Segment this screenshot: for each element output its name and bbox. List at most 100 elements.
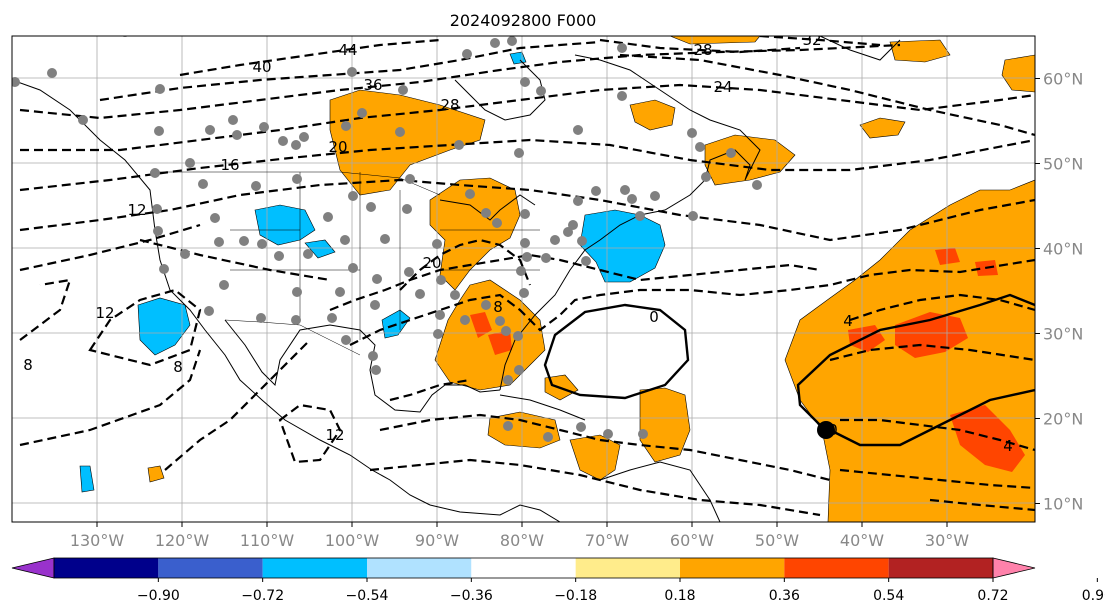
colorbar-segment [680, 558, 785, 578]
lat-tick-label: 60°N [1043, 70, 1083, 89]
colorbar-extend-low [11, 557, 55, 579]
map-panel: 44 40 36 28 32 20 16 12 28 24 12 8 8 12 … [12, 36, 1035, 522]
contour-label-20-south: 20 [422, 254, 441, 272]
colorbar-segment [54, 558, 159, 578]
coast-south-america [599, 461, 721, 522]
anomaly-north-pacific [79, 465, 95, 493]
colorbar-tick-label: −0.72 [241, 588, 284, 604]
anomaly-baja [137, 297, 191, 356]
anomaly-greenland [889, 39, 951, 63]
core-carolina [488, 330, 512, 355]
colorbar-tick-label: 0.72 [977, 588, 1008, 604]
colorbar-tick-label: 0.54 [873, 588, 904, 604]
lon-tick-label: 100°W [325, 531, 380, 550]
anomaly-labrador [629, 99, 676, 131]
contour-label-12-west: 12 [127, 201, 146, 219]
colorbar-segment [888, 558, 993, 578]
colorbar-segment [784, 558, 889, 578]
contour-label-8-west: 8 [23, 356, 33, 374]
lon-tick-label: 120°W [155, 531, 210, 550]
lat-tick-label: 40°N [1043, 240, 1083, 259]
core-azores-b [935, 248, 960, 265]
state-lines [230, 172, 540, 340]
lat-tick-label: 20°N [1043, 410, 1083, 429]
contour-atlantic-high [543, 303, 690, 400]
us-mexico-border [224, 319, 361, 356]
coast-great-lakes [439, 194, 536, 221]
contour-label-40: 40 [252, 58, 271, 76]
colorbar-tick-label: −0.54 [346, 588, 389, 604]
contour-label-28: 28 [440, 96, 459, 114]
contour-label-12-south: 12 [325, 426, 344, 444]
map-title: 2024092800 F000 [450, 11, 597, 30]
colorbar-tick-label: −0.36 [450, 588, 493, 604]
us-canada-border [150, 171, 441, 196]
lon-tick-label: 90°W [415, 531, 459, 550]
anomaly-great-lakes [429, 177, 521, 291]
storm-center-marker [817, 421, 835, 439]
anomaly-newfoundland [704, 134, 796, 186]
contour-label-8-pacific: 8 [173, 358, 183, 376]
contour-label-28-north: 28 [693, 41, 712, 59]
contour-label-8-east: 8 [493, 298, 503, 316]
longitude-tick-labels: 130°W 120°W 110°W 100°W 90°W 80°W 70°W 60°W 50°W… [70, 522, 969, 550]
negative-contours [19, 36, 1035, 517]
contour-label-12-baja: 12 [95, 304, 114, 322]
anomaly-iceland [1001, 54, 1035, 93]
contour-ridge-south [829, 388, 1035, 447]
coast-cuba [499, 394, 586, 421]
contour-label-0-atlantic: 0 [649, 308, 659, 326]
lon-tick-label: 50°W [755, 531, 799, 550]
contour-label-4-east: 4 [1003, 437, 1013, 455]
lat-tick-label: 30°N [1043, 325, 1083, 344]
lat-tick-label: 50°N [1043, 155, 1083, 174]
anomaly-pacific [147, 465, 165, 483]
colorbar-extend-high [992, 557, 1036, 579]
contour-label-4: 4 [843, 312, 853, 330]
core-cape-verde [950, 405, 1025, 472]
contour-label-44: 44 [338, 41, 357, 59]
anomaly-kansas [304, 239, 336, 259]
colorbar: −0.90 −0.72 −0.54 −0.36 −0.18 0.18 0.36 0.54 0.7… [11, 557, 1105, 604]
colorbar-segment [471, 558, 576, 578]
contour-label-16: 16 [220, 156, 239, 174]
core-georgia [470, 312, 492, 338]
colorbar-segment [158, 558, 263, 578]
coast-central-america [429, 504, 561, 522]
lon-tick-label: 60°W [670, 531, 714, 550]
colorbar-tick-label: −0.90 [137, 588, 180, 604]
colorbar-segment [262, 558, 367, 578]
political-boundaries [150, 171, 540, 356]
contour-label-0-east: 0 [828, 421, 838, 439]
coastlines [12, 36, 901, 522]
lon-tick-label: 70°W [585, 531, 629, 550]
anomaly-nova-scotia [579, 209, 666, 283]
coast-greenland [819, 36, 901, 61]
lon-tick-label: 80°W [500, 531, 544, 550]
positive-contours [543, 293, 1035, 447]
observation-markers [12, 36, 762, 442]
colorbar-tick-label: 0.18 [664, 588, 695, 604]
lon-tick-label: 130°W [70, 531, 125, 550]
contour-label-24: 24 [713, 78, 732, 96]
contour-label-36: 36 [363, 76, 382, 94]
colorbar-frame [53, 557, 994, 579]
anomaly-hispaniola [569, 434, 621, 481]
lon-tick-label: 30°W [925, 531, 969, 550]
contour-labels: 44 40 36 28 32 20 16 12 28 24 12 8 8 12 … [23, 36, 1013, 455]
lat-tick-label: 10°N [1043, 495, 1083, 514]
anomaly-north-atlantic [859, 117, 906, 139]
lon-tick-label: 40°W [840, 531, 884, 550]
colorbar-segment [367, 558, 472, 578]
lon-tick-label: 110°W [240, 531, 295, 550]
contour-label-20-north: 20 [328, 138, 347, 156]
contour-subtropical-ridge [796, 293, 1035, 431]
anomaly-caribbean [639, 387, 691, 463]
coast-hudson [454, 59, 546, 121]
colorbar-tick-label: 0.36 [769, 588, 800, 604]
anomaly-arctic [669, 36, 761, 45]
colorbar-tick-label: 0.90 [1082, 588, 1105, 604]
map-frame [11, 35, 1036, 523]
coast-west [12, 79, 431, 506]
